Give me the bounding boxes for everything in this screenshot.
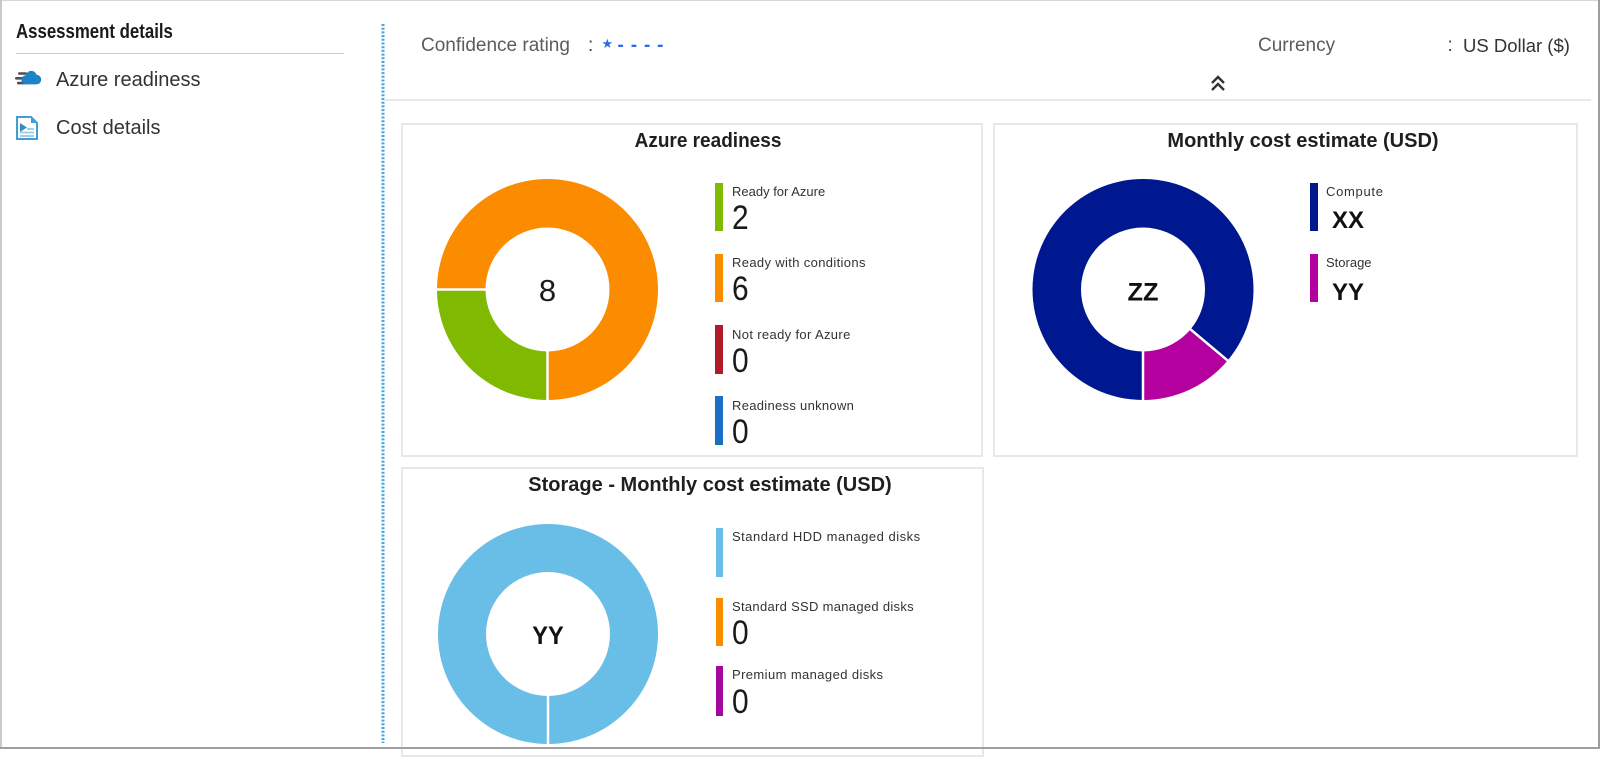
svg-text:8: 8 [539, 273, 556, 308]
svg-text:YY: YY [532, 622, 564, 650]
svg-text:ZZ: ZZ [1128, 279, 1159, 307]
